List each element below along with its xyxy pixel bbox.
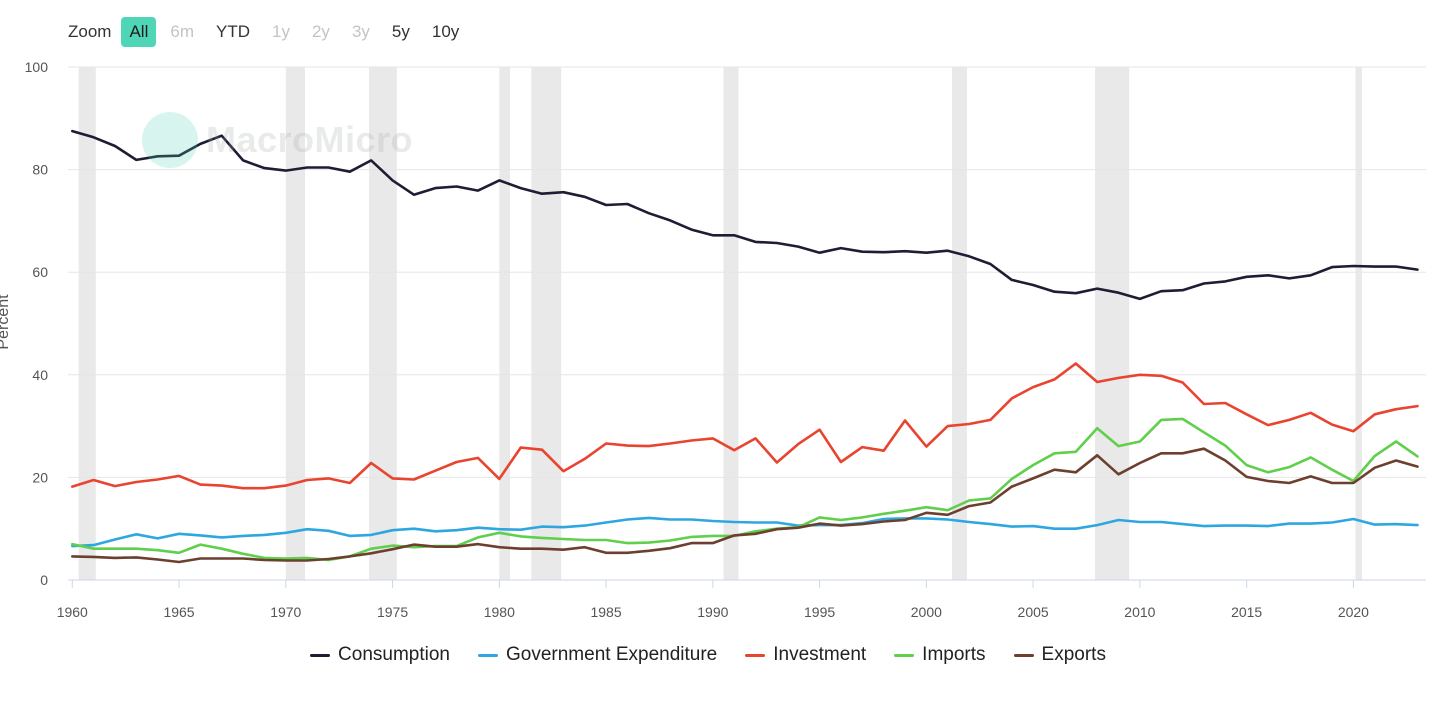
x-tick-label: 2005 xyxy=(1018,604,1049,620)
y-tick-label: 0 xyxy=(40,572,48,588)
x-tick-label: 1995 xyxy=(804,604,835,620)
series-lines xyxy=(71,129,1419,564)
x-tick-label: 2020 xyxy=(1338,604,1369,620)
x-axis-ticks: 1960 1965 1970 1975 1980 1985 1990 1995 2000 2005… xyxy=(57,580,1369,620)
x-tick-label: 1990 xyxy=(697,604,728,620)
zoom-button-6m[interactable]: 6m xyxy=(170,22,194,41)
zoom-label: Zoom xyxy=(68,22,112,41)
x-tick-label: 1970 xyxy=(270,604,301,620)
recession-band xyxy=(369,67,397,580)
x-tick-label: 2000 xyxy=(911,604,942,620)
legend-item-imports[interactable]: Imports xyxy=(894,644,986,666)
y-tick-label: 100 xyxy=(25,59,49,75)
legend-swatch xyxy=(310,653,331,657)
x-tick-label: 2015 xyxy=(1231,604,1262,620)
x-tick-label: 1965 xyxy=(163,604,194,620)
legend-swatch xyxy=(478,653,498,657)
legend-label: Exports xyxy=(1041,644,1106,665)
zoom-button-5y[interactable]: 5y xyxy=(391,22,410,41)
recession-band xyxy=(531,67,562,580)
gridlines xyxy=(68,66,1426,581)
series-line-consumption[interactable] xyxy=(71,129,1419,301)
watermark-logo-icon xyxy=(142,112,198,168)
zoom-button-ytd[interactable]: YTD xyxy=(216,22,250,41)
series-line-exports[interactable] xyxy=(71,447,1419,564)
legend-label: Imports xyxy=(922,644,986,665)
legend-swatch xyxy=(894,653,915,657)
line-chart: 0 20 40 60 80 100 1960 1965 1970 1975 1980 1985 199… xyxy=(0,59,1426,620)
recession-band xyxy=(723,67,739,580)
x-tick-label: 1980 xyxy=(484,604,515,620)
y-tick-label: 80 xyxy=(32,162,48,178)
legend-label: Consumption xyxy=(338,644,450,665)
y-tick-label: 60 xyxy=(32,264,48,280)
legend-swatch xyxy=(745,653,766,657)
series-line-investment[interactable] xyxy=(71,362,1419,490)
recession-bands xyxy=(78,67,1362,580)
recession-band xyxy=(285,67,306,580)
series-line-imports[interactable] xyxy=(71,417,1419,562)
zoom-button-2y[interactable]: 2y xyxy=(311,22,330,41)
zoom-button-all[interactable]: All xyxy=(121,17,157,47)
y-axis-title: Percent xyxy=(0,294,12,350)
legend-swatch xyxy=(1013,653,1034,657)
recession-band xyxy=(951,67,967,580)
series-line-government-expenditure[interactable] xyxy=(71,516,1419,548)
legend-item-consumption[interactable]: Consumption xyxy=(310,644,450,666)
zoom-bar: Zoom All 6m YTD 1y 2y 3y 5y 10y xyxy=(68,16,473,48)
recession-band xyxy=(78,67,96,580)
zoom-button-3y[interactable]: 3y xyxy=(351,22,370,41)
y-tick-label: 20 xyxy=(32,469,48,485)
zoom-button-1y[interactable]: 1y xyxy=(272,22,290,41)
recession-band xyxy=(1095,67,1130,580)
recession-band xyxy=(1355,67,1362,580)
x-tick-label: 1975 xyxy=(377,604,408,620)
x-tick-label: 1960 xyxy=(57,604,88,620)
legend: Consumption Government Expenditure Investm… xyxy=(0,644,1416,666)
watermark: MacroMicro xyxy=(142,112,413,168)
x-tick-label: 1985 xyxy=(590,604,621,620)
legend-item-exports[interactable]: Exports xyxy=(1013,644,1106,666)
y-axis-ticks: 0 20 40 60 80 100 xyxy=(25,59,49,588)
watermark-text: MacroMicro xyxy=(206,119,414,160)
x-tick-label: 2010 xyxy=(1124,604,1155,620)
legend-label: Government Expenditure xyxy=(506,644,718,665)
legend-label: Investment xyxy=(773,644,867,665)
legend-item-investment[interactable]: Investment xyxy=(745,644,866,666)
y-tick-label: 40 xyxy=(32,367,48,383)
zoom-button-10y[interactable]: 10y xyxy=(431,22,460,41)
legend-item-government-expenditure[interactable]: Government Expenditure xyxy=(478,644,717,666)
recession-band xyxy=(499,67,510,580)
